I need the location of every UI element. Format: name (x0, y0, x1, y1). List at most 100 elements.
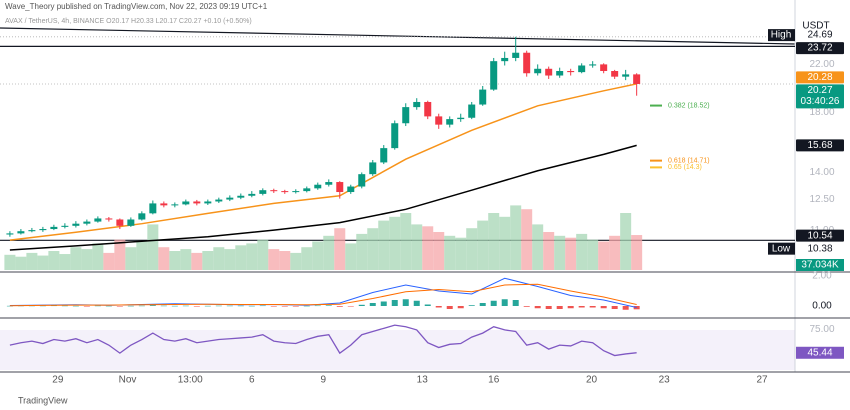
macd-histogram (182, 305, 189, 307)
fib-label: 0.382 (18.52) (668, 102, 710, 109)
y-tick-label: 14.00 (809, 167, 834, 178)
volume-bar (125, 247, 137, 270)
macd-histogram (347, 306, 354, 307)
macd-histogram (138, 305, 145, 307)
candle-body (369, 162, 377, 175)
macd-histogram (94, 305, 101, 307)
volume-bar (180, 249, 192, 270)
volume-bar (444, 235, 456, 270)
volume-bar (334, 228, 346, 270)
volume-bar (59, 254, 71, 270)
candle-body (237, 195, 245, 198)
volume-bar (466, 228, 478, 270)
price-badge-label: 24.69 (807, 30, 832, 41)
candle-body (116, 219, 124, 226)
macd-histogram (215, 305, 222, 307)
candle-body (347, 186, 355, 193)
volume-bar (587, 239, 599, 270)
volume-badge (796, 259, 844, 271)
price-badge-label: 20.27 (807, 85, 832, 96)
moving-average (9, 144, 637, 251)
macd-histogram (292, 306, 299, 307)
macd-histogram (501, 299, 508, 306)
macd-histogram (468, 305, 475, 306)
badge-tag-label: Low (772, 243, 791, 254)
macd-histogram (600, 306, 607, 309)
volume-bar (169, 251, 181, 270)
y-tick-label: 22.00 (809, 59, 834, 70)
macd-histogram (435, 306, 442, 308)
macd-histogram (6, 305, 13, 307)
candle-body (72, 223, 80, 226)
candle-body (622, 74, 630, 77)
volume-bar (510, 205, 522, 270)
macd-histogram (72, 305, 79, 307)
volume-bar (191, 252, 203, 270)
candle-body (270, 190, 278, 192)
volume-bar (235, 245, 247, 270)
footer-logo: TradingView (18, 395, 68, 405)
volume-bar (202, 251, 214, 270)
candle-body (336, 182, 344, 193)
macd-histogram (545, 306, 552, 309)
volume-bar (609, 235, 621, 270)
macd-histogram (457, 306, 464, 309)
volume-bar (268, 249, 280, 270)
x-tick-label: 9 (320, 375, 326, 386)
price-badge (796, 84, 844, 109)
macd-histogram (303, 305, 310, 307)
macd-histogram (413, 300, 420, 306)
volume-bar (279, 251, 291, 270)
volume-bar (37, 255, 49, 270)
x-tick-label: 20 (586, 375, 598, 386)
price-badge (796, 71, 844, 84)
volume-bar (92, 243, 104, 270)
candle-body (380, 148, 388, 163)
macd-histogram (248, 305, 255, 307)
macd-tick-label: 2.00 (812, 271, 832, 282)
macd-histogram (314, 305, 321, 307)
macd-histogram (193, 306, 200, 307)
price-badge-label: 15.68 (807, 140, 832, 151)
volume-bar (4, 254, 16, 270)
volume-bar (70, 247, 82, 270)
candle-body (149, 203, 157, 214)
x-tick-label: 23 (659, 375, 671, 386)
candle-body (204, 201, 212, 204)
candle-body (567, 71, 575, 73)
countdown: 03:40:26 (801, 96, 840, 107)
symbol-line: AVAX / TetherUS, 4h, BINANCE O20.17 H20.… (5, 18, 252, 25)
x-tick-label: 27 (756, 375, 768, 386)
candle-body (523, 52, 531, 74)
macd-histogram (325, 305, 332, 306)
x-tick-label: 13 (417, 375, 429, 386)
rsi-tick-label: 75.00 (809, 324, 834, 335)
x-tick-label: Nov (119, 375, 137, 386)
volume-bar (323, 235, 335, 270)
candle-body (600, 64, 608, 72)
macd-histogram (380, 301, 387, 306)
volume-bar (620, 213, 632, 270)
macd-histogram (391, 300, 398, 306)
volume-bar (257, 239, 269, 270)
price-badge (796, 29, 844, 42)
candle-body (6, 233, 14, 235)
candle-body (490, 61, 498, 90)
macd-histogram (567, 306, 574, 309)
macd-histogram (446, 306, 453, 309)
candle-body (611, 71, 619, 77)
candle-body (39, 229, 47, 231)
candle-body (534, 68, 542, 74)
rsi-line (9, 324, 637, 357)
volume-bar (499, 216, 511, 270)
rsi-badge (796, 346, 844, 359)
macd-histogram (490, 300, 497, 306)
volume-bar (554, 235, 566, 270)
y-tick-label: 18.00 (809, 107, 834, 118)
candle-body (50, 226, 58, 230)
volume-bar (455, 237, 467, 270)
macd-histogram (39, 305, 46, 307)
candle-body (479, 89, 487, 105)
volume-bar (301, 247, 313, 270)
